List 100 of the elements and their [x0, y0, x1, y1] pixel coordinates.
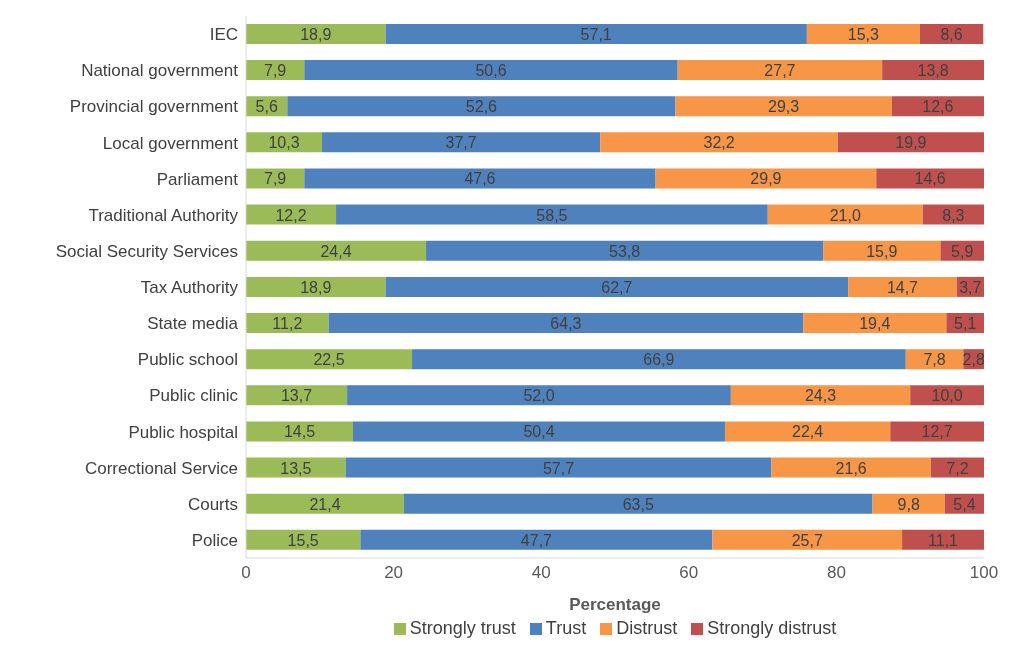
data-label: 32,2: [703, 134, 735, 152]
legend-label: Strongly trust: [408, 618, 516, 639]
bar: [837, 132, 984, 153]
bar: [876, 168, 984, 189]
bar: [600, 132, 838, 153]
bar: [385, 276, 849, 297]
data-label: 7,9: [264, 170, 287, 188]
data-label: 21,4: [309, 495, 341, 513]
data-label: 22,5: [313, 351, 345, 369]
y-tick-label: State media: [147, 314, 239, 334]
data-label: 14,5: [283, 423, 316, 441]
data-label: 11,2: [272, 315, 303, 333]
bar: [677, 60, 883, 81]
bar: [848, 276, 957, 297]
data-label: 7,8: [923, 351, 946, 369]
data-label: 53,8: [609, 242, 641, 260]
bar: [360, 529, 713, 550]
bar: [246, 457, 346, 478]
data-label: 64,3: [550, 315, 582, 333]
legend-label: Distrust: [615, 618, 678, 639]
data-label: 8,3: [942, 206, 965, 224]
x-tick-label: 20: [384, 563, 404, 583]
bar: [246, 385, 348, 406]
data-label: 5,1: [954, 315, 977, 333]
y-tick-label: National government: [81, 61, 239, 81]
data-label: 12,2: [275, 206, 307, 224]
x-tick-label: 0: [241, 563, 251, 583]
y-tick-label: Traditional Authority: [88, 205, 239, 225]
data-label: 12,6: [922, 98, 954, 116]
data-label: 50,4: [523, 423, 555, 441]
bar: [246, 421, 354, 442]
data-label: 24,4: [320, 242, 352, 260]
data-label: 14,6: [914, 170, 946, 188]
data-label: 8,6: [940, 25, 963, 43]
data-label: 3,7: [959, 278, 982, 296]
bar: [246, 23, 386, 44]
data-label: 52,0: [523, 387, 555, 405]
bar: [347, 385, 731, 406]
bar: [426, 240, 824, 261]
bar: [328, 313, 804, 334]
data-label: 62,7: [601, 278, 633, 296]
data-label: 9,8: [897, 495, 920, 513]
bar: [655, 168, 877, 189]
data-label: 52,6: [465, 98, 498, 116]
data-label: 37,7: [445, 134, 477, 152]
bar: [890, 421, 984, 442]
bar: [336, 204, 768, 225]
bar: [675, 96, 892, 117]
bar: [767, 204, 923, 225]
y-tick-label: Parliament: [156, 169, 239, 189]
y-tick-label: Correctional Service: [84, 458, 238, 478]
bar: [385, 23, 807, 44]
data-label: 13,8: [917, 62, 949, 80]
legend-label: Trust: [544, 618, 587, 639]
bar: [891, 96, 984, 117]
bar: [345, 457, 772, 478]
data-label: 15,3: [847, 25, 880, 43]
x-tick-label: 80: [826, 563, 846, 583]
bar: [412, 349, 906, 370]
bar: [246, 349, 413, 370]
data-label: 66,9: [643, 351, 675, 369]
y-tick-label: Local government: [102, 133, 239, 153]
data-label: 50,6: [475, 62, 507, 80]
bar: [730, 385, 911, 406]
data-label: 27,7: [764, 62, 796, 80]
bar: [246, 493, 404, 514]
data-label: 11,1: [928, 531, 959, 549]
y-tick-label: Tax Authority: [140, 278, 239, 298]
bar: [882, 60, 984, 81]
data-label: 7,9: [264, 62, 287, 80]
data-label: 21,6: [835, 459, 867, 477]
data-label: 29,9: [750, 170, 782, 188]
data-label: 14,7: [886, 278, 919, 296]
data-label: 18,9: [300, 278, 332, 296]
y-tick-label: Public clinic: [149, 386, 239, 406]
data-label: 12,7: [921, 423, 953, 441]
data-label: 19,9: [895, 134, 927, 152]
data-label: 13,7: [280, 387, 313, 405]
data-label: 25,7: [791, 531, 823, 549]
data-label: 57,7: [542, 459, 575, 477]
x-tick-label: 40: [531, 563, 551, 583]
bar: [823, 240, 941, 261]
data-label: 22,4: [792, 423, 824, 441]
data-label: 19,4: [859, 315, 891, 333]
bar: [304, 168, 656, 189]
data-label: 57,1: [580, 25, 612, 43]
data-label: 5,4: [953, 495, 976, 513]
data-label: 15,9: [866, 242, 898, 260]
data-label: 10,0: [931, 387, 963, 405]
bar: [724, 421, 891, 442]
data-label: 29,3: [768, 98, 800, 116]
data-label: 5,9: [951, 242, 974, 260]
data-label: 47,7: [520, 531, 553, 549]
x-tick-label: 60: [679, 563, 699, 583]
bar: [803, 313, 947, 334]
bar: [353, 421, 725, 442]
data-label: 10,3: [268, 134, 300, 152]
bar: [287, 96, 676, 117]
data-label: 7,2: [946, 459, 969, 477]
bar: [902, 529, 984, 550]
